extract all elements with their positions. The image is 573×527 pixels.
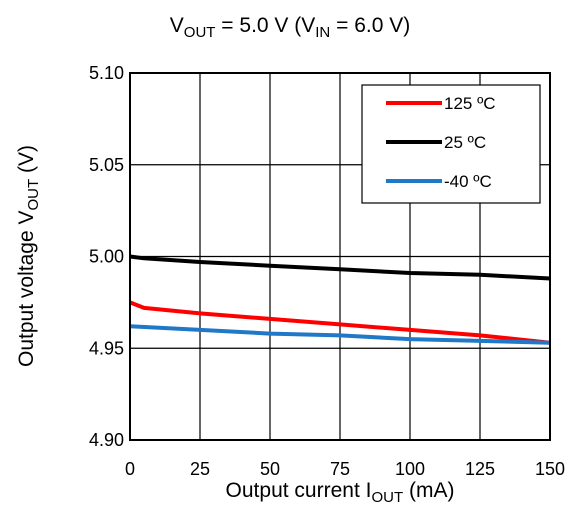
x-tick-label: 0 xyxy=(125,459,135,479)
y-tick-labels: 5.10 5.05 5.00 4.95 4.90 xyxy=(89,63,124,450)
series-line-1 xyxy=(129,300,551,345)
y-tick-label: 5.10 xyxy=(89,63,124,83)
x-axis-title-unit: (mA) xyxy=(403,479,454,502)
y-tick-label: 5.00 xyxy=(89,247,124,267)
title-v: V xyxy=(170,14,184,37)
plot-frame xyxy=(129,72,551,441)
title-end: = 6.0 V) xyxy=(330,14,410,37)
x-tick-labels: 0 25 50 75 100 125 150 xyxy=(125,459,565,479)
series-line-2 xyxy=(129,254,551,281)
x-tick-label: 125 xyxy=(465,459,495,479)
title-mid: = 5.0 V (V xyxy=(215,14,315,37)
y-axis-title-sub: OUT xyxy=(25,179,42,211)
title-out-sub: OUT xyxy=(184,24,216,41)
chart-title: VOUT = 5.0 V (VIN = 6.0 V) xyxy=(170,14,410,41)
x-tick-label: 50 xyxy=(260,459,280,479)
x-axis-title-sub: OUT xyxy=(371,489,403,506)
x-tick-label: 150 xyxy=(535,459,565,479)
x-axis-title: Output current IOUT (mA) xyxy=(226,479,455,506)
y-tick-label: 4.95 xyxy=(89,338,124,358)
legend-label-3: -40 ºC xyxy=(444,172,492,191)
y-axis-title-main: Output voltage V xyxy=(15,211,38,367)
x-tick-label: 75 xyxy=(330,459,350,479)
x-tick-label: 25 xyxy=(190,459,210,479)
series-layer xyxy=(129,254,551,345)
y-axis-title: Output voltage VOUT (V) xyxy=(15,145,42,367)
y-tick-label: 4.90 xyxy=(89,430,124,450)
legend-label-1: 125 ºC xyxy=(444,94,496,113)
y-tick-label: 5.05 xyxy=(89,155,124,175)
y-axis-title-unit: (V) xyxy=(15,145,38,179)
title-in-sub: IN xyxy=(315,24,330,41)
legend: 125 ºC 25 ºC -40 ºC xyxy=(361,84,541,204)
legend-label-2: 25 ºC xyxy=(444,133,486,152)
x-tick-label: 100 xyxy=(395,459,425,479)
series-line-3 xyxy=(129,324,551,345)
x-axis-title-main: Output current I xyxy=(226,479,372,502)
